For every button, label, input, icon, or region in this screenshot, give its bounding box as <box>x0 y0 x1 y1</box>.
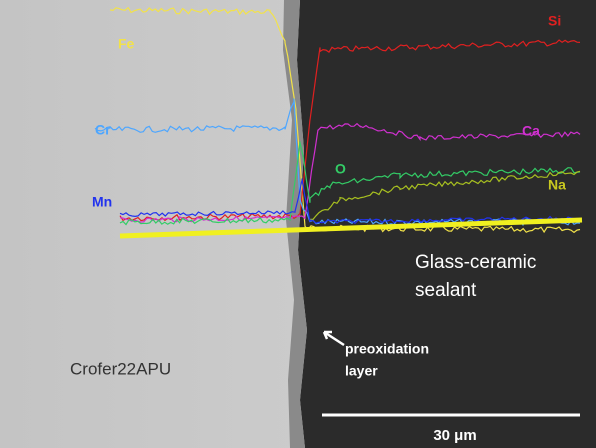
page: Fe Si Cr Ca O Mn Na Glass-ceramic sealan… <box>0 0 596 448</box>
scale-label: 30 μm <box>433 427 476 444</box>
region-label: Glass-ceramic <box>415 252 536 273</box>
label-ca: Ca <box>522 123 540 139</box>
layer-label: layer <box>345 363 378 379</box>
region-label: sealant <box>415 280 477 301</box>
micrograph: Fe Si Cr Ca O Mn Na Glass-ceramic sealan… <box>0 0 596 448</box>
label-o: O <box>335 161 346 177</box>
region-label: Crofer22APU <box>70 359 171 378</box>
layer-label: preoxidation <box>345 341 429 357</box>
label-mn: Mn <box>92 194 112 210</box>
label-na: Na <box>548 177 566 193</box>
label-cr: Cr <box>95 122 111 138</box>
label-si: Si <box>548 13 561 29</box>
label-fe: Fe <box>118 36 135 52</box>
